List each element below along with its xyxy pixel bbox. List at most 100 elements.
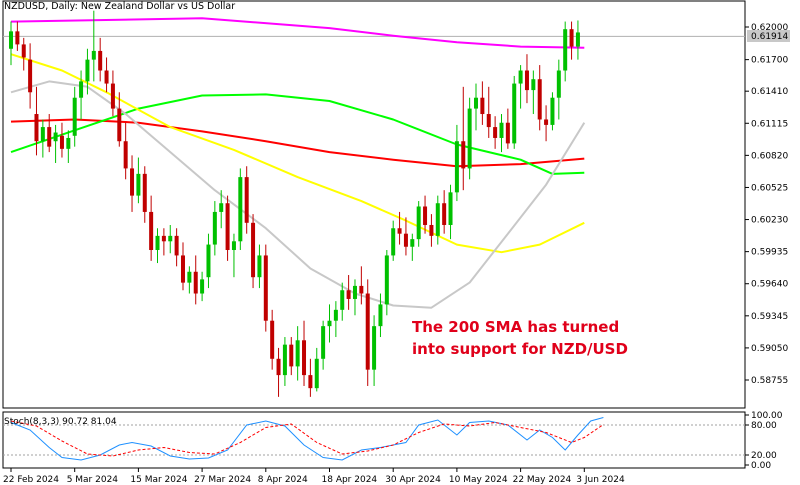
candle-body — [461, 141, 466, 169]
candle — [563, 21, 568, 82]
x-tick-label: 8 Apr 2024 — [258, 475, 308, 485]
current-price-label: 0.61914 — [751, 32, 788, 42]
y-tick-label: 0.62000 — [751, 23, 788, 33]
candle — [531, 70, 536, 115]
candle — [359, 266, 364, 305]
candle-body — [575, 32, 580, 47]
candle-body — [98, 50, 103, 71]
candle — [378, 293, 383, 338]
main-panel — [2, 0, 746, 409]
candle — [569, 21, 574, 60]
stoch-tick-label: 20.00 — [751, 451, 777, 461]
candle — [410, 233, 415, 261]
sma-gray-line — [10, 80, 586, 309]
sma-magenta-line — [10, 17, 585, 49]
candle — [499, 114, 504, 153]
candle-body — [327, 320, 332, 327]
candlesticks — [9, 10, 580, 397]
candle — [397, 211, 402, 245]
candle-body — [416, 206, 421, 240]
candle — [550, 92, 555, 131]
candle — [155, 228, 160, 264]
candle — [187, 266, 192, 294]
annotation-line-1: The 200 SMA has turned — [412, 318, 619, 336]
y-tick-label: 0.58755 — [751, 376, 788, 386]
candle — [193, 255, 198, 305]
x-tick-label: 15 Mar 2024 — [130, 475, 187, 485]
candle-body — [136, 173, 141, 196]
x-tick-label: 27 Mar 2024 — [194, 475, 251, 485]
candle-body — [238, 177, 243, 242]
candle — [442, 190, 447, 234]
y-tick-label: 0.59345 — [751, 312, 788, 322]
annotation-line-2: into support for NZD/USD — [412, 340, 628, 358]
candle — [79, 70, 84, 120]
candle-body — [85, 59, 90, 82]
candle — [340, 282, 345, 321]
candle-body — [467, 108, 472, 169]
candle-body — [378, 304, 383, 327]
candle-body — [333, 309, 338, 321]
candle-body — [104, 70, 109, 84]
candle — [72, 86, 77, 147]
candle — [289, 337, 294, 376]
y-tick-label: 0.61700 — [751, 56, 788, 66]
y-tick-label: 0.60820 — [751, 151, 788, 161]
stoch-k-line — [10, 417, 604, 461]
candle — [91, 10, 96, 82]
candle-body — [365, 293, 370, 370]
candle-body — [149, 211, 154, 251]
candle-body — [263, 255, 268, 321]
candle — [486, 86, 491, 138]
candle — [429, 214, 434, 247]
candle-body — [91, 50, 96, 60]
candle-body — [499, 122, 504, 138]
candle — [435, 195, 440, 245]
candle-body — [289, 344, 294, 367]
candle — [136, 157, 141, 204]
y-tick-label: 0.61410 — [751, 87, 788, 97]
candle-body — [282, 344, 287, 376]
sma-red-line — [10, 118, 585, 168]
y-tick-label: 0.59640 — [751, 280, 788, 290]
x-tick-label: 22 May 2024 — [513, 475, 572, 485]
candle — [21, 37, 26, 71]
candle-body — [244, 177, 249, 223]
candle-body — [544, 119, 549, 125]
y-tick-label: 0.61115 — [751, 119, 788, 129]
candle — [384, 250, 389, 316]
candle-body — [270, 320, 275, 359]
candle — [53, 124, 58, 163]
candle-body — [34, 114, 39, 142]
candle — [257, 244, 262, 289]
stoch-panel-border — [2, 411, 746, 469]
candle-body — [59, 135, 64, 149]
y-tick-label: 0.59935 — [751, 248, 788, 258]
candle-body — [435, 203, 440, 236]
time-axis: 22 Feb 2024 5 Mar 2024 15 Mar 2024 27 Mar 2… — [3, 468, 625, 485]
candle-body — [429, 224, 434, 236]
moving-average-lines — [10, 17, 586, 309]
candle-body — [231, 241, 236, 251]
candle-body — [110, 83, 115, 109]
stoch-tick-label: 80.00 — [751, 421, 777, 431]
candle-body — [486, 114, 491, 128]
candle — [123, 122, 128, 180]
candle-body — [72, 97, 77, 136]
y-tick-label: 0.60525 — [751, 183, 788, 193]
stoch-d-line — [10, 420, 604, 457]
candle-body — [47, 127, 52, 147]
candle — [9, 21, 13, 66]
candle — [512, 75, 517, 149]
candle-body — [206, 244, 211, 278]
candle-body — [537, 79, 542, 120]
candle-body — [155, 235, 160, 251]
candle-body — [21, 44, 26, 58]
candle-body — [524, 70, 529, 91]
candle — [231, 233, 236, 278]
candle-body — [391, 228, 396, 256]
candle-body — [251, 222, 256, 278]
candle — [461, 86, 466, 191]
y-tick-label: 0.59050 — [751, 344, 788, 354]
